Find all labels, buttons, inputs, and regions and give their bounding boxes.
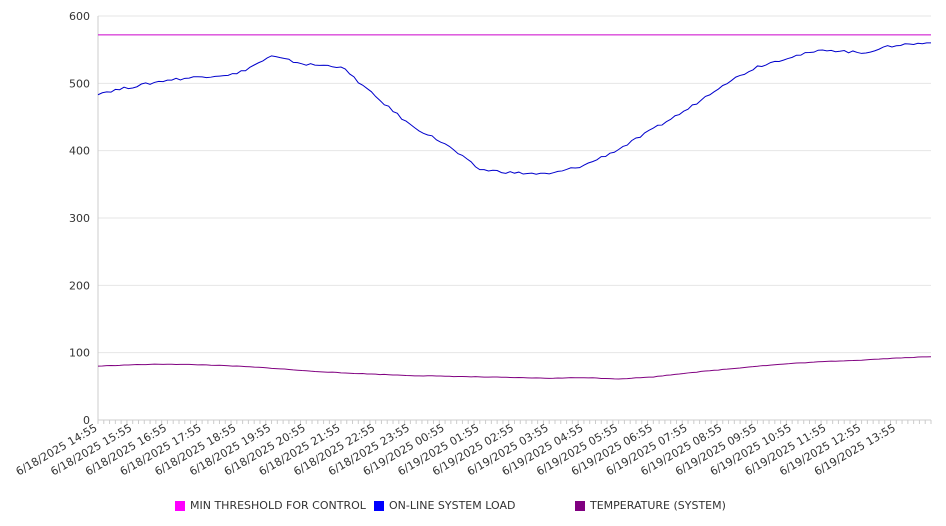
y-tick-label: 400 [69,145,90,158]
legend-item-load: ON-LINE SYSTEM LOAD [374,499,515,512]
y-axis-ticks: 0 100 200 300 400 500 600 [69,10,90,427]
series-lines [97,34,932,380]
legend-item-threshold: MIN THRESHOLD FOR CONTROL [175,499,366,512]
legend-swatch-threshold [175,500,185,511]
grid-lines [98,15,931,354]
y-tick-label: 500 [69,77,90,90]
legend: MIN THRESHOLD FOR CONTROL ON-LINE SYSTEM… [0,499,946,513]
load-line [97,42,932,175]
y-tick-label: 200 [69,279,90,292]
legend-label-threshold: MIN THRESHOLD FOR CONTROL [190,499,366,512]
legend-label-temperature: TEMPERATURE (SYSTEM) [590,499,726,512]
legend-swatch-load [374,500,384,511]
y-tick-label: 0 [83,414,90,427]
legend-swatch-temperature [575,500,585,511]
temperature-line [97,356,932,380]
y-tick-label: 600 [69,10,90,23]
y-tick-label: 300 [69,212,90,225]
y-tick-label: 100 [69,347,90,360]
legend-label-load: ON-LINE SYSTEM LOAD [389,499,516,512]
x-axis-ticks: 6/18/2025 14:556/18/2025 15:556/18/2025 … [14,420,932,478]
legend-item-temperature: TEMPERATURE (SYSTEM) [575,499,726,512]
